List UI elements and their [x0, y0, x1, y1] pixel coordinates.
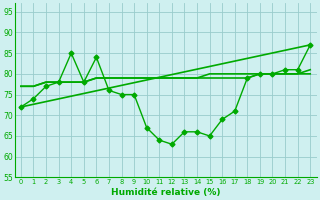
- X-axis label: Humidité relative (%): Humidité relative (%): [111, 188, 220, 197]
